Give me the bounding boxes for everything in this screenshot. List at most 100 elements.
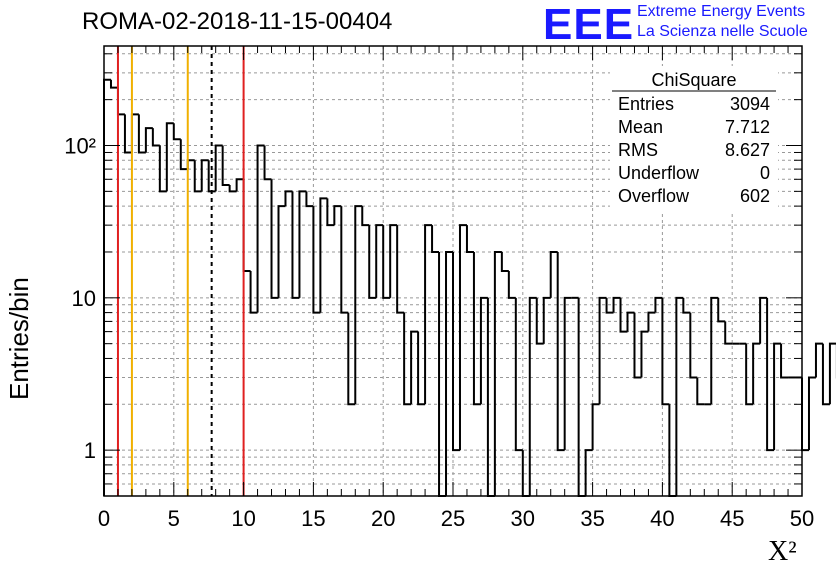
x-axis-label: X² — [768, 536, 797, 567]
histogram-bin — [326, 198, 335, 227]
tick-labels: 0 5 10 15 20 25 30 35 40 45 50 1 10 10² — [64, 133, 814, 531]
histogram-bin — [396, 225, 405, 314]
histogram-bin — [717, 297, 726, 323]
x-tick-label: 20 — [371, 506, 395, 531]
histogram-bin — [479, 296, 488, 405]
stats-label: Underflow — [618, 163, 700, 183]
histogram-bin — [807, 376, 816, 451]
x-tick-label: 15 — [301, 506, 325, 531]
histogram-bin — [424, 224, 433, 405]
stats-label: Mean — [618, 117, 663, 137]
histogram-bin — [193, 160, 202, 193]
histogram-bin — [528, 296, 537, 496]
x-tick-label: 45 — [720, 506, 744, 531]
histogram-bin — [249, 271, 258, 314]
histogram-bin — [431, 225, 440, 253]
histogram-bin — [626, 311, 635, 332]
histogram-bin — [214, 144, 223, 192]
histogram-bin — [821, 343, 830, 406]
histogram-bin — [347, 312, 356, 406]
histogram-bin — [752, 342, 761, 405]
x-tick-label: 50 — [790, 506, 814, 531]
stats-value: 602 — [740, 186, 770, 206]
histogram-bin — [773, 342, 782, 451]
histogram-bin — [221, 145, 230, 187]
histogram-bin — [759, 296, 768, 344]
stats-value: 0 — [760, 163, 770, 183]
histogram-bin — [382, 225, 391, 299]
histogram-bin — [507, 271, 516, 299]
histogram-bin — [780, 343, 789, 379]
histogram-bin — [563, 296, 572, 451]
histogram-bin — [724, 321, 733, 345]
logo-line-1: Extreme Energy Events — [637, 3, 806, 20]
histogram-bin — [556, 251, 565, 452]
histogram-bin — [361, 206, 370, 227]
histogram-bin — [584, 449, 593, 496]
histogram-bin — [312, 206, 321, 314]
histogram-bin — [144, 127, 153, 153]
histogram-bin — [340, 206, 349, 314]
histogram-bin — [333, 205, 342, 226]
histogram-bin — [200, 159, 209, 192]
histogram-bin — [452, 251, 460, 452]
histogram-bin — [577, 297, 586, 497]
y-tick-label: 10² — [64, 133, 96, 158]
histogram-bin — [598, 296, 607, 405]
histogram-bin — [137, 114, 146, 154]
histogram-bin — [438, 251, 447, 497]
y-tick-label: 10 — [72, 286, 96, 311]
histogram-bin — [116, 87, 125, 116]
stats-title: ChiSquare — [651, 70, 736, 90]
histogram-bin — [263, 145, 272, 181]
histogram-bin — [682, 297, 691, 314]
histogram-bin — [696, 377, 705, 406]
histogram-bin — [354, 205, 363, 405]
histogram-bin — [186, 159, 195, 170]
histogram-bin — [542, 296, 551, 344]
histogram-bin — [619, 297, 628, 333]
histogram-bin — [710, 296, 719, 405]
histogram-bin — [647, 311, 656, 332]
histogram-bin — [284, 190, 293, 207]
histogram-bin — [465, 225, 474, 253]
histogram-bin — [305, 191, 314, 208]
histogram-bin — [403, 312, 412, 406]
histogram-bin — [179, 139, 188, 171]
histogram-bin — [368, 225, 377, 299]
histogram-bin — [486, 297, 495, 497]
plot-frame — [103, 45, 803, 497]
histogram-bin — [828, 342, 836, 405]
histogram-bin — [445, 250, 453, 496]
x-tick-label: 40 — [650, 506, 674, 531]
histogram-bin — [256, 144, 265, 313]
histogram-bin — [814, 342, 823, 378]
histogram-bin — [514, 297, 523, 452]
histogram-bin — [417, 331, 426, 406]
histogram-bin — [675, 296, 684, 496]
y-axis-label: Entries/bin — [4, 277, 34, 400]
histogram-bin — [612, 296, 621, 313]
histogram-bin — [130, 113, 139, 153]
stats-box: ChiSquare Entries 3094 Mean 7.712 RMS 8.627 Und… — [610, 66, 778, 212]
histogram-bin — [158, 145, 167, 193]
stats-label: Entries — [618, 94, 674, 114]
histogram-bin — [801, 377, 809, 452]
histogram-bin — [228, 185, 237, 193]
eee-logo: EEE — [543, 0, 635, 49]
histogram-bin — [640, 330, 649, 378]
histogram-bin — [277, 205, 286, 298]
histogram-bin — [109, 79, 118, 89]
histogram-bin — [535, 297, 544, 345]
histogram-bin — [605, 297, 614, 314]
y-tick-label: 1 — [84, 438, 96, 463]
stats-label: RMS — [618, 140, 658, 160]
histogram-bin — [123, 114, 132, 154]
histogram-bin — [410, 330, 419, 405]
x-tick-label: 0 — [98, 506, 110, 531]
histogram-bin — [549, 250, 558, 298]
histogram-bin — [375, 224, 384, 298]
x-tick-label: 25 — [441, 506, 465, 531]
histogram-bin — [689, 312, 698, 379]
histogram-bin — [591, 403, 600, 451]
